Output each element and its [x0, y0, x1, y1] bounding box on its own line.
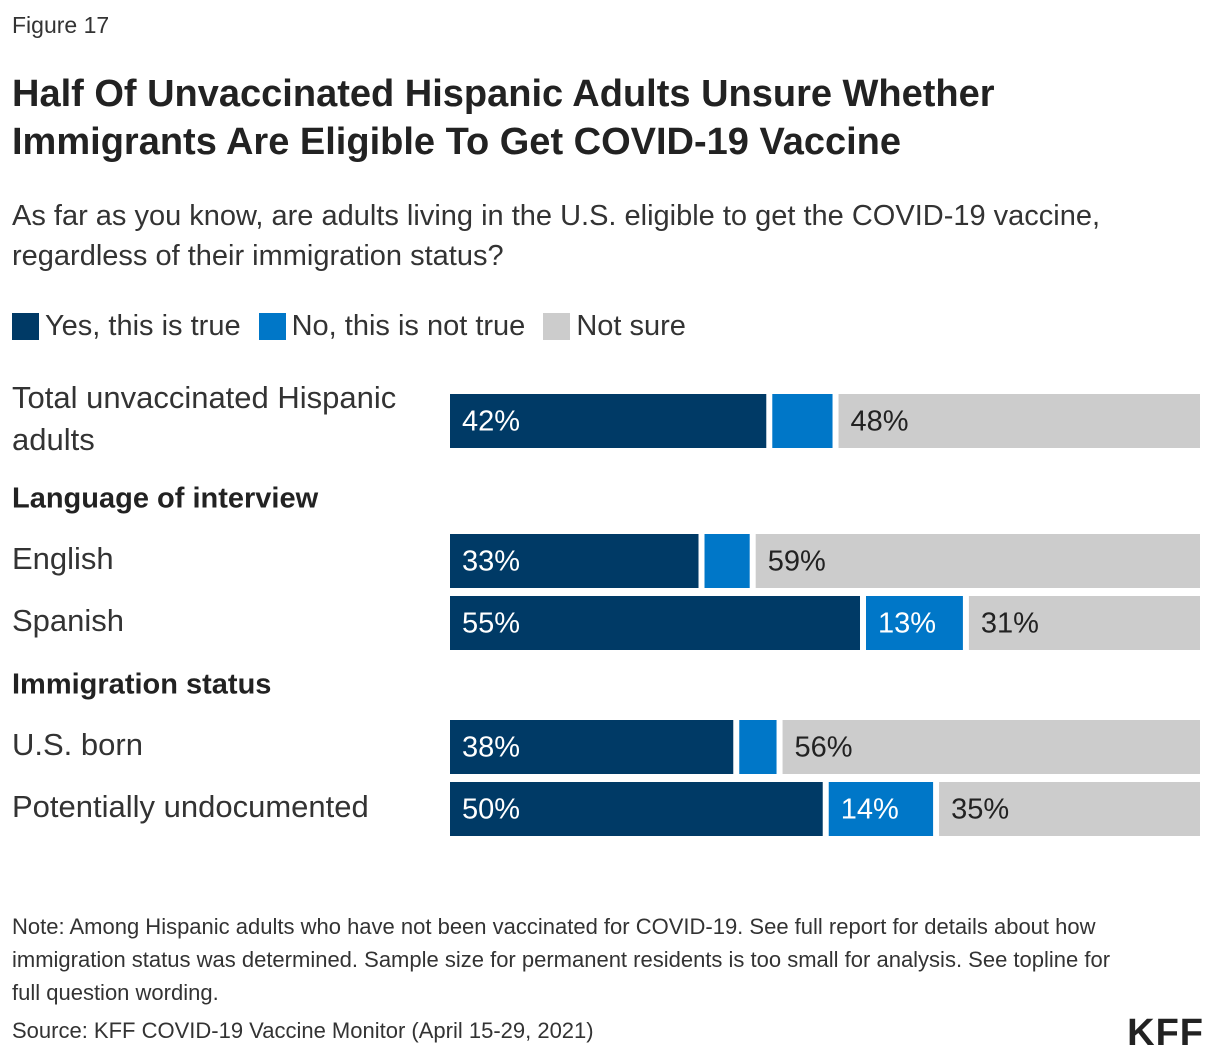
chart-subtitle: As far as you know, are adults living in… [12, 200, 1101, 272]
bar-total-unvaccinated-hispanic-adults-no-this-is-not-true [772, 394, 833, 448]
bar-english-no-this-is-not-true [704, 534, 750, 588]
data-label-total-unvaccinated-hispanic-adults-not-sure: 48% [851, 406, 909, 438]
bar-spanish-not-sure [968, 596, 1200, 650]
category-label-u-s-born: U.S. born [12, 727, 143, 762]
chart-title: Half Of Unvaccinated Hispanic Adults Uns… [12, 73, 995, 163]
data-label-spanish-yes-this-is-true: 55% [462, 608, 520, 640]
group-header-immigration-status: Immigration status [12, 669, 271, 701]
data-label-u-s-born-yes-this-is-true: 38% [462, 732, 520, 764]
data-label-potentially-undocumented-not-sure: 35% [951, 794, 1009, 826]
category-label-spanish: Spanish [12, 603, 124, 638]
category-label-total-unvaccinated-hispanic-adults: Total unvaccinated Hispanic adults [12, 380, 396, 457]
legend-label-no: No, this is not true [291, 310, 526, 342]
bar-potentially-undocumented-not-sure [939, 782, 1200, 836]
bar-english-not-sure [755, 534, 1200, 588]
data-label-potentially-undocumented-yes-this-is-true: 50% [462, 794, 520, 826]
bar-u-s-born-no-this-is-not-true [739, 720, 777, 774]
data-label-spanish-no-this-is-not-true: 13% [878, 608, 936, 640]
data-label-english-not-sure: 59% [768, 546, 826, 578]
kff-logo: KFF [1127, 1012, 1204, 1054]
group-header-language-of-interview: Language of interview [12, 483, 319, 515]
legend-label-yes: Yes, this is true [45, 310, 241, 342]
figure-label: Figure 17 [12, 12, 110, 38]
bar-spanish-no-this-is-not-true [866, 596, 963, 650]
category-label-potentially-undocumented: Potentially undocumented [12, 789, 369, 824]
stacked-bar-chart: Language of interview Immigration status T… [12, 380, 1200, 836]
data-label-english-yes-this-is-true: 33% [462, 546, 520, 578]
data-label-potentially-undocumented-no-this-is-not-true: 14% [841, 794, 899, 826]
legend-label-not-sure: Not sure [576, 310, 686, 342]
bar-spanish-yes-this-is-true [450, 596, 860, 650]
bar-potentially-undocumented-yes-this-is-true [450, 782, 823, 836]
legend-item-yes: Yes, this is true [12, 310, 241, 343]
category-label-english: English [12, 541, 114, 576]
bar-u-s-born-yes-this-is-true [450, 720, 734, 774]
bar-u-s-born-not-sure [782, 720, 1200, 774]
bar-total-unvaccinated-hispanic-adults-yes-this-is-true [450, 394, 767, 448]
chart-note: Note: Among Hispanic adults who have not… [12, 914, 1111, 1005]
bar-english-yes-this-is-true [450, 534, 699, 588]
bar-total-unvaccinated-hispanic-adults-not-sure [838, 394, 1200, 448]
legend-item-not-sure: Not sure [543, 310, 686, 343]
legend-swatch-not-sure [543, 313, 571, 340]
data-label-u-s-born-not-sure: 56% [795, 732, 853, 764]
legend-swatch-yes [12, 313, 39, 340]
data-label-total-unvaccinated-hispanic-adults-yes-this-is-true: 42% [462, 406, 520, 438]
chart-source: Source: KFF COVID-19 Vaccine Monitor (Ap… [12, 1018, 594, 1043]
bar-potentially-undocumented-no-this-is-not-true [828, 782, 934, 836]
legend: Yes, this is true No, this is not true N… [12, 310, 704, 343]
legend-swatch-no [258, 313, 286, 340]
legend-item-no: No, this is not true [258, 310, 526, 343]
data-label-spanish-not-sure: 31% [981, 608, 1039, 640]
